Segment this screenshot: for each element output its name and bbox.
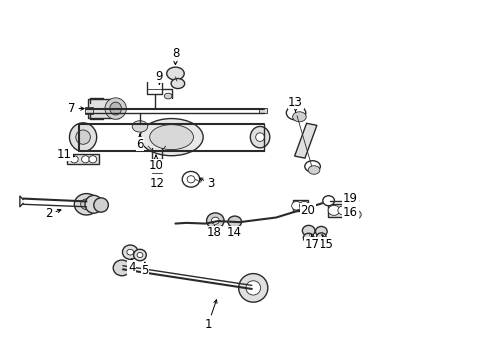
Ellipse shape (286, 106, 305, 120)
Ellipse shape (304, 161, 320, 172)
Ellipse shape (81, 199, 92, 210)
Text: 20: 20 (300, 204, 314, 217)
Text: 10: 10 (148, 155, 163, 172)
Ellipse shape (69, 123, 97, 152)
Ellipse shape (315, 226, 326, 237)
Text: 3: 3 (199, 177, 214, 190)
Text: 1: 1 (204, 300, 217, 331)
Ellipse shape (171, 78, 184, 89)
Ellipse shape (137, 252, 142, 257)
Text: 7: 7 (68, 102, 84, 115)
Ellipse shape (94, 198, 108, 212)
Ellipse shape (85, 195, 102, 213)
Ellipse shape (348, 197, 358, 204)
Ellipse shape (299, 202, 308, 210)
Ellipse shape (76, 130, 90, 144)
Ellipse shape (166, 67, 184, 80)
Ellipse shape (182, 171, 200, 187)
Ellipse shape (238, 274, 267, 302)
Ellipse shape (227, 216, 241, 228)
Ellipse shape (110, 102, 121, 115)
Ellipse shape (149, 125, 193, 150)
Text: 8: 8 (171, 47, 179, 64)
Ellipse shape (206, 213, 224, 229)
Ellipse shape (351, 210, 361, 219)
Text: 9: 9 (155, 70, 163, 84)
Ellipse shape (291, 202, 301, 210)
Text: 12: 12 (149, 176, 164, 190)
Text: 19: 19 (342, 192, 357, 205)
Ellipse shape (292, 112, 305, 122)
Ellipse shape (307, 166, 319, 174)
Ellipse shape (140, 118, 203, 156)
Text: 15: 15 (318, 235, 333, 251)
Bar (327, 203, 347, 217)
Text: 2: 2 (45, 207, 61, 220)
Ellipse shape (105, 98, 126, 119)
Ellipse shape (327, 205, 339, 215)
Bar (294, 123, 316, 158)
Ellipse shape (126, 249, 133, 255)
Ellipse shape (303, 233, 313, 243)
Bar (84, 108, 93, 114)
Ellipse shape (132, 121, 147, 132)
Text: 6: 6 (136, 134, 143, 151)
Text: 11: 11 (57, 148, 74, 161)
Ellipse shape (337, 206, 347, 215)
Ellipse shape (316, 233, 325, 242)
Text: 13: 13 (287, 96, 303, 112)
Text: 14: 14 (226, 226, 241, 239)
Ellipse shape (74, 194, 99, 215)
Ellipse shape (245, 281, 260, 295)
Text: 18: 18 (206, 226, 222, 239)
Ellipse shape (113, 260, 130, 276)
Ellipse shape (250, 126, 269, 148)
Ellipse shape (187, 176, 195, 183)
Ellipse shape (81, 156, 89, 163)
Ellipse shape (255, 133, 264, 141)
Ellipse shape (164, 93, 172, 99)
Ellipse shape (122, 245, 138, 259)
Ellipse shape (211, 217, 219, 224)
Text: 16: 16 (342, 206, 357, 219)
Ellipse shape (322, 196, 334, 206)
Ellipse shape (89, 156, 97, 163)
Bar (259, 108, 266, 113)
Bar (87, 99, 119, 118)
Bar (292, 201, 307, 211)
Ellipse shape (70, 156, 78, 163)
Text: 4: 4 (128, 259, 135, 274)
Ellipse shape (302, 225, 314, 236)
Bar (67, 154, 99, 164)
Text: 5: 5 (141, 262, 148, 276)
Ellipse shape (133, 249, 146, 261)
Text: 17: 17 (305, 234, 320, 251)
